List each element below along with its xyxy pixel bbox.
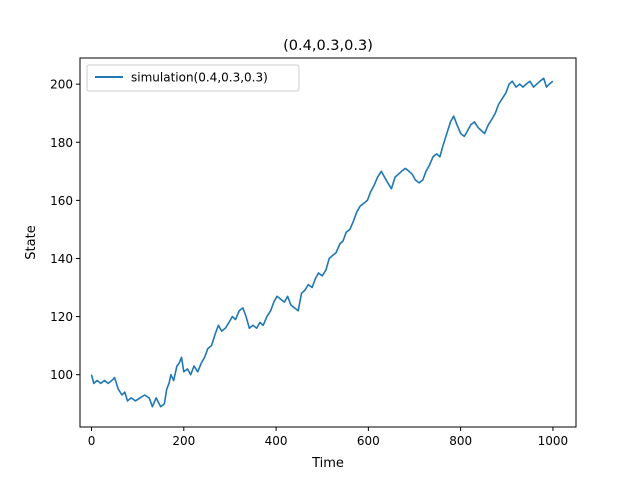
legend: simulation(0.4,0.3,0.3) <box>86 64 300 92</box>
plot-frame <box>79 57 577 428</box>
x-tick-label: 0 <box>88 434 96 448</box>
y-tick-label: 120 <box>50 310 73 324</box>
x-axis-ticks: 0 200 400 600 800 1000 <box>88 427 568 448</box>
y-axis-label: State <box>24 225 39 259</box>
x-tick-label: 1000 <box>538 434 569 448</box>
y-axis-ticks: 100 120 140 160 180 200 <box>50 78 80 382</box>
y-tick-label: 140 <box>50 252 73 266</box>
x-axis-label: Time <box>311 456 344 471</box>
x-tick-label: 600 <box>357 434 380 448</box>
x-tick-label: 400 <box>265 434 288 448</box>
y-tick-label: 160 <box>50 194 73 208</box>
y-tick-label: 100 <box>50 368 73 382</box>
legend-box <box>86 64 300 92</box>
chart-title: (0.4,0.3,0.3) <box>283 38 373 54</box>
series-line <box>90 77 554 408</box>
x-tick-label: 800 <box>449 434 472 448</box>
series-layer <box>90 77 554 408</box>
y-tick-label: 200 <box>50 78 73 92</box>
x-tick-label: 200 <box>172 434 195 448</box>
legend-label: simulation(0.4,0.3,0.3) <box>131 71 268 85</box>
y-tick-label: 180 <box>50 136 73 150</box>
